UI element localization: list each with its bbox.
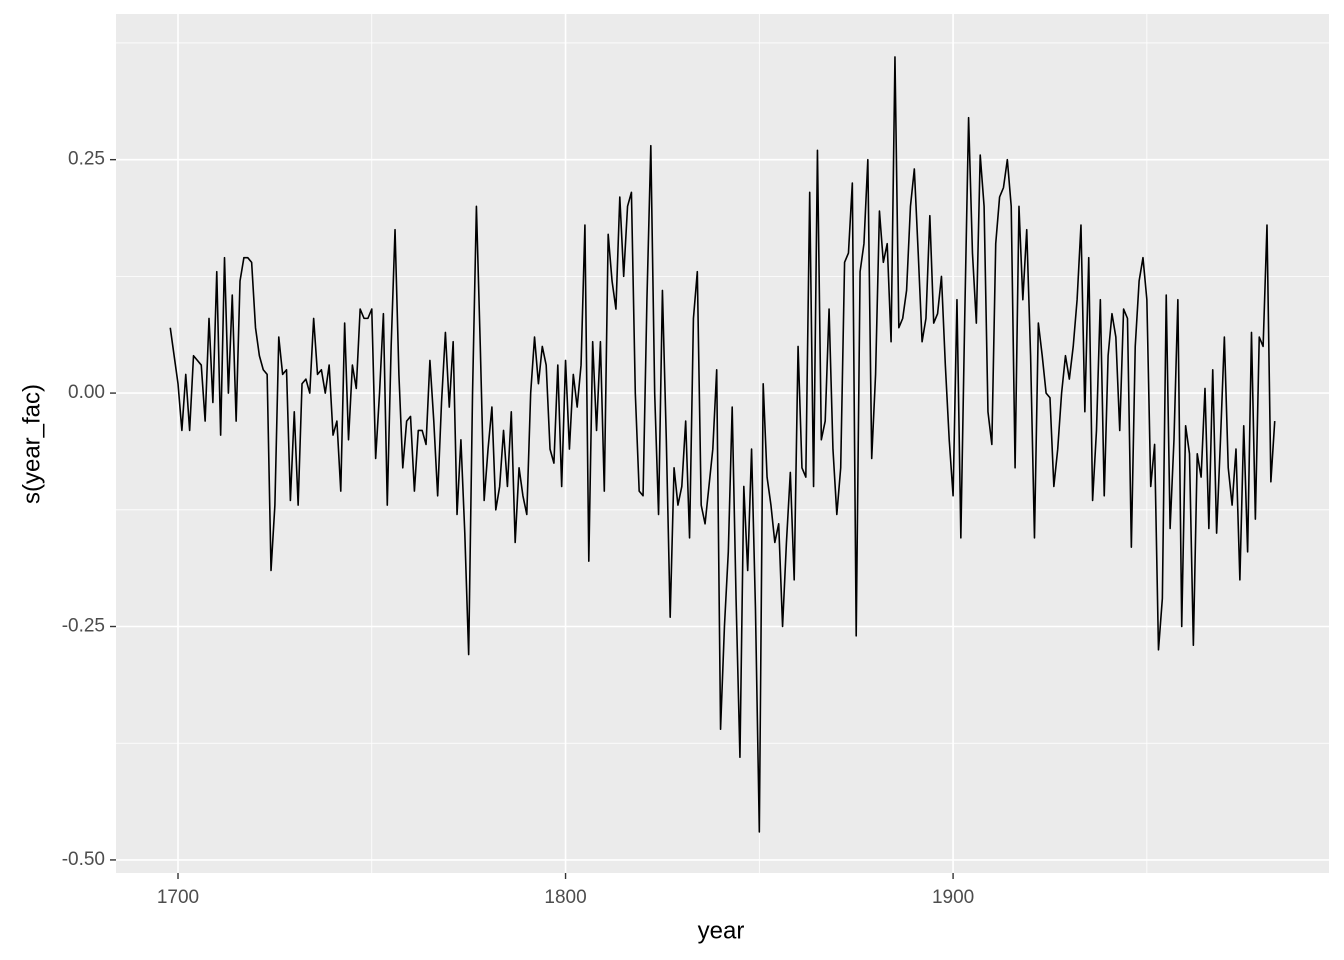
data-line	[169, 56, 1276, 833]
y-tick-label: -0.50	[62, 849, 105, 870]
y-tick-label: -0.25	[62, 616, 105, 637]
x-axis-title: year	[698, 917, 745, 944]
x-tick-label: 1900	[932, 887, 974, 908]
x-tick-label: 1700	[157, 887, 199, 908]
y-axis-title: s(year_fac)	[18, 384, 45, 504]
x-tick-label: 1800	[544, 887, 586, 908]
y-tick-label: 0.00	[68, 382, 105, 403]
y-tick-label: 0.25	[68, 149, 105, 170]
panel-background	[116, 14, 1329, 873]
